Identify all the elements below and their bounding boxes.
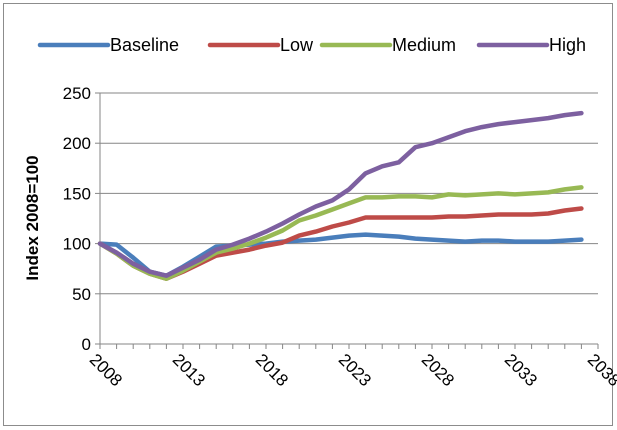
x-tick-label: 2028 (418, 350, 458, 390)
y-tick-label: 150 (63, 184, 91, 203)
x-tick-label: 2023 (335, 350, 375, 390)
series-line-baseline (97, 232, 584, 278)
series-line-high (97, 110, 584, 278)
y-tick-label: 0 (82, 335, 91, 354)
x-tick-label: 2018 (252, 350, 292, 390)
x-axis: 2008 2013 2018 2023 2028 2033 2038 (86, 343, 617, 390)
x-tick-label: 2033 (501, 350, 541, 390)
legend: Baseline Low Medium High (37, 35, 586, 55)
y-tick-label: 100 (63, 235, 91, 254)
x-tick-label: 2013 (169, 350, 209, 390)
y-tick-label: 250 (63, 84, 91, 103)
legend-label-medium: Medium (392, 35, 456, 55)
x-tick-label: 2038 (584, 350, 617, 390)
y-axis: 0 50 100 150 200 250 (63, 84, 101, 354)
series-lines (97, 110, 584, 281)
legend-label-baseline: Baseline (110, 35, 179, 55)
y-tick-label: 50 (72, 285, 91, 304)
y-axis-title: Index 2008=100 (23, 155, 42, 280)
legend-label-low: Low (280, 35, 314, 55)
series-line-medium (97, 185, 584, 281)
y-tick-label: 200 (63, 134, 91, 153)
legend-label-high: High (549, 35, 586, 55)
x-tick-label: 2008 (86, 350, 126, 390)
